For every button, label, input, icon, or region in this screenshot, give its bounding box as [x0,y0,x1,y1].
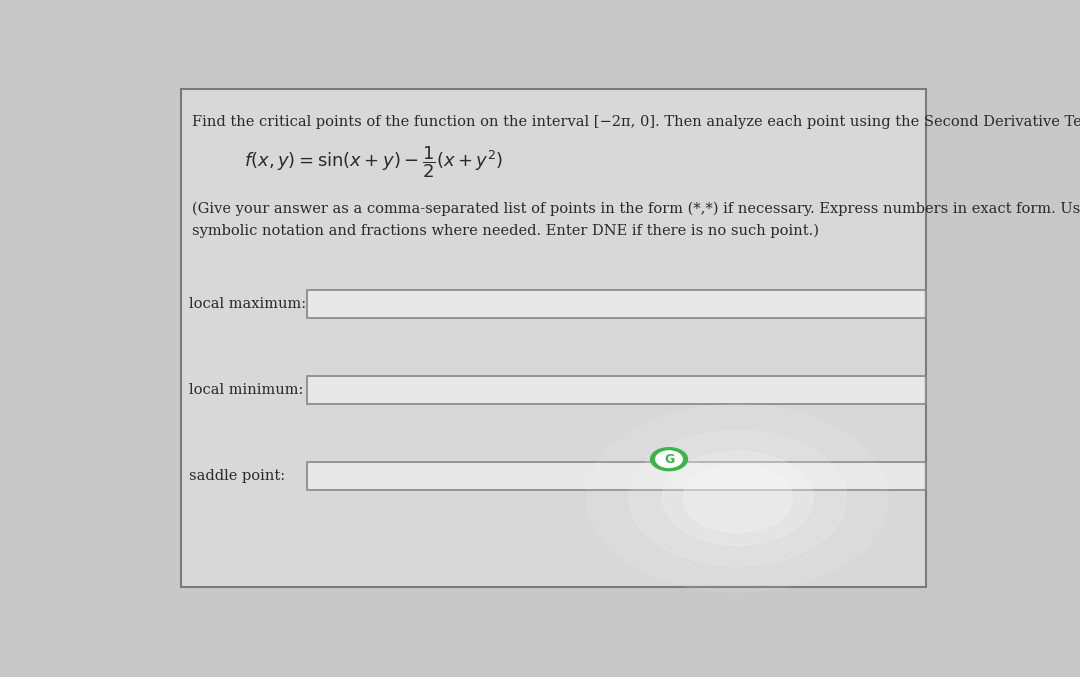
Circle shape [588,404,888,592]
Text: (Give your answer as a comma-separated list of points in the form (*,*) if neces: (Give your answer as a comma-separated l… [192,201,1080,238]
Circle shape [650,447,687,471]
FancyBboxPatch shape [308,291,924,318]
FancyBboxPatch shape [181,89,926,587]
FancyBboxPatch shape [307,290,926,318]
FancyBboxPatch shape [307,376,926,404]
Text: Find the critical points of the function on the interval [−2π, 0]. Then analyze : Find the critical points of the function… [192,115,1080,129]
Circle shape [629,431,847,566]
Circle shape [662,452,813,545]
Text: G: G [664,453,674,466]
FancyBboxPatch shape [308,463,924,489]
FancyBboxPatch shape [308,377,924,403]
Circle shape [684,464,792,532]
Text: saddle point:: saddle point: [189,469,285,483]
Text: local maximum:: local maximum: [189,297,307,311]
FancyBboxPatch shape [307,462,926,490]
Circle shape [656,451,683,467]
Text: local minimum:: local minimum: [189,383,303,397]
Text: $f(x, y) = \sin(x + y) - \dfrac{1}{2}(x + y^2)$: $f(x, y) = \sin(x + y) - \dfrac{1}{2}(x … [244,144,503,180]
